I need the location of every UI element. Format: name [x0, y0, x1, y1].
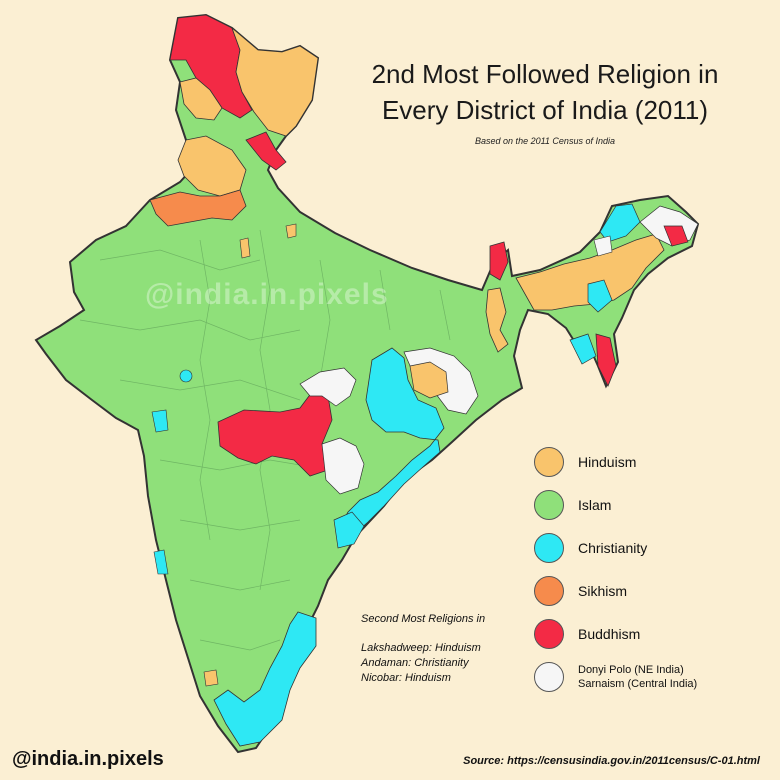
- islands-item-nicobar: Nicobar: Hinduism: [361, 672, 451, 684]
- legend-item-sikhism: Sikhism: [534, 569, 774, 612]
- region-hinduism-kerala: [203, 669, 219, 687]
- legend-swatch-folk: [534, 661, 564, 692]
- author-handle: @india.in.pixels: [12, 748, 164, 770]
- region-christianity-andhra: [333, 511, 365, 549]
- legend-label-hinduism: Hinduism: [578, 453, 637, 470]
- region-hinduism-ladakh: [231, 26, 319, 137]
- region-christianity-gujarat: [179, 369, 193, 383]
- region-buddhism-darjeeling: [489, 241, 509, 281]
- region-hinduism-bengal: [485, 287, 509, 353]
- region-christianity-goa: [153, 549, 169, 575]
- map-subtitle: Based on the 2011 Census of India: [475, 136, 615, 146]
- region-hinduism-kashmir-valley: [179, 77, 223, 121]
- region-christianity-south: [213, 611, 317, 747]
- region-christianity-tripura: [569, 333, 597, 365]
- islands-item-andaman: Andaman: Christianity: [361, 657, 469, 669]
- legend-item-folk: Donyi Polo (NE India) Sarnaism (Central …: [534, 655, 774, 698]
- legend: Hinduism Islam Christianity Sikhism Budd…: [534, 440, 774, 698]
- legend-item-christianity: Christianity: [534, 526, 774, 569]
- map-title: 2nd Most Followed Religion in Every Dist…: [340, 56, 750, 128]
- legend-label-donyi-polo: Donyi Polo (NE India): [578, 663, 684, 676]
- legend-label-islam: Islam: [578, 496, 612, 513]
- region-christianity-mumbai: [151, 409, 169, 433]
- region-hinduism-assam: [515, 233, 665, 311]
- region-hinduism-delhi: [239, 237, 251, 259]
- legend-swatch-buddhism: [534, 618, 564, 649]
- region-folk-assam: [593, 235, 613, 257]
- district-lines: [79, 229, 451, 651]
- legend-swatch-sikhism: [534, 575, 564, 606]
- legend-label-christianity: Christianity: [578, 539, 648, 556]
- title-line-1: 2nd Most Followed Religion in: [371, 59, 719, 89]
- region-hinduism-up: [285, 223, 297, 239]
- region-folk-bastar: [321, 437, 365, 495]
- islands-heading: Second Most Religions in: [361, 613, 486, 625]
- legend-label-buddhism: Buddhism: [578, 625, 641, 642]
- legend-swatch-christianity: [534, 532, 564, 563]
- region-buddhism-mizoram: [595, 333, 617, 387]
- legend-label-sikhism: Sikhism: [578, 582, 628, 599]
- legend-swatch-hinduism: [534, 446, 564, 477]
- legend-label-sarnaism: Sarnaism (Central India): [578, 677, 698, 690]
- islands-note: Second Most Religions in Lakshadweep: Hi…: [361, 612, 485, 686]
- title-line-2: Every District of India (2011): [381, 95, 709, 125]
- legend-swatch-islam: [534, 489, 564, 520]
- region-folk-chhattisgarh: [299, 367, 357, 407]
- region-sikhism-haryana: [149, 189, 247, 227]
- islands-item-lakshadweep: Lakshadweep: Hinduism: [361, 642, 481, 654]
- legend-item-buddhism: Buddhism: [534, 612, 774, 655]
- region-christianity-assam: [587, 279, 613, 313]
- legend-item-islam: Islam: [534, 483, 774, 526]
- watermark: @india.in.pixels: [145, 278, 389, 311]
- region-hinduism-jharkhand: [409, 361, 449, 399]
- legend-item-hinduism: Hinduism: [534, 440, 774, 483]
- region-buddhism-himachal: [245, 131, 287, 171]
- source-citation: Source: https://censusindia.gov.in/2011c…: [463, 755, 760, 767]
- region-buddhism-arunachal: [663, 225, 689, 247]
- legend-label-folk: Donyi Polo (NE India) Sarnaism (Central …: [578, 663, 697, 691]
